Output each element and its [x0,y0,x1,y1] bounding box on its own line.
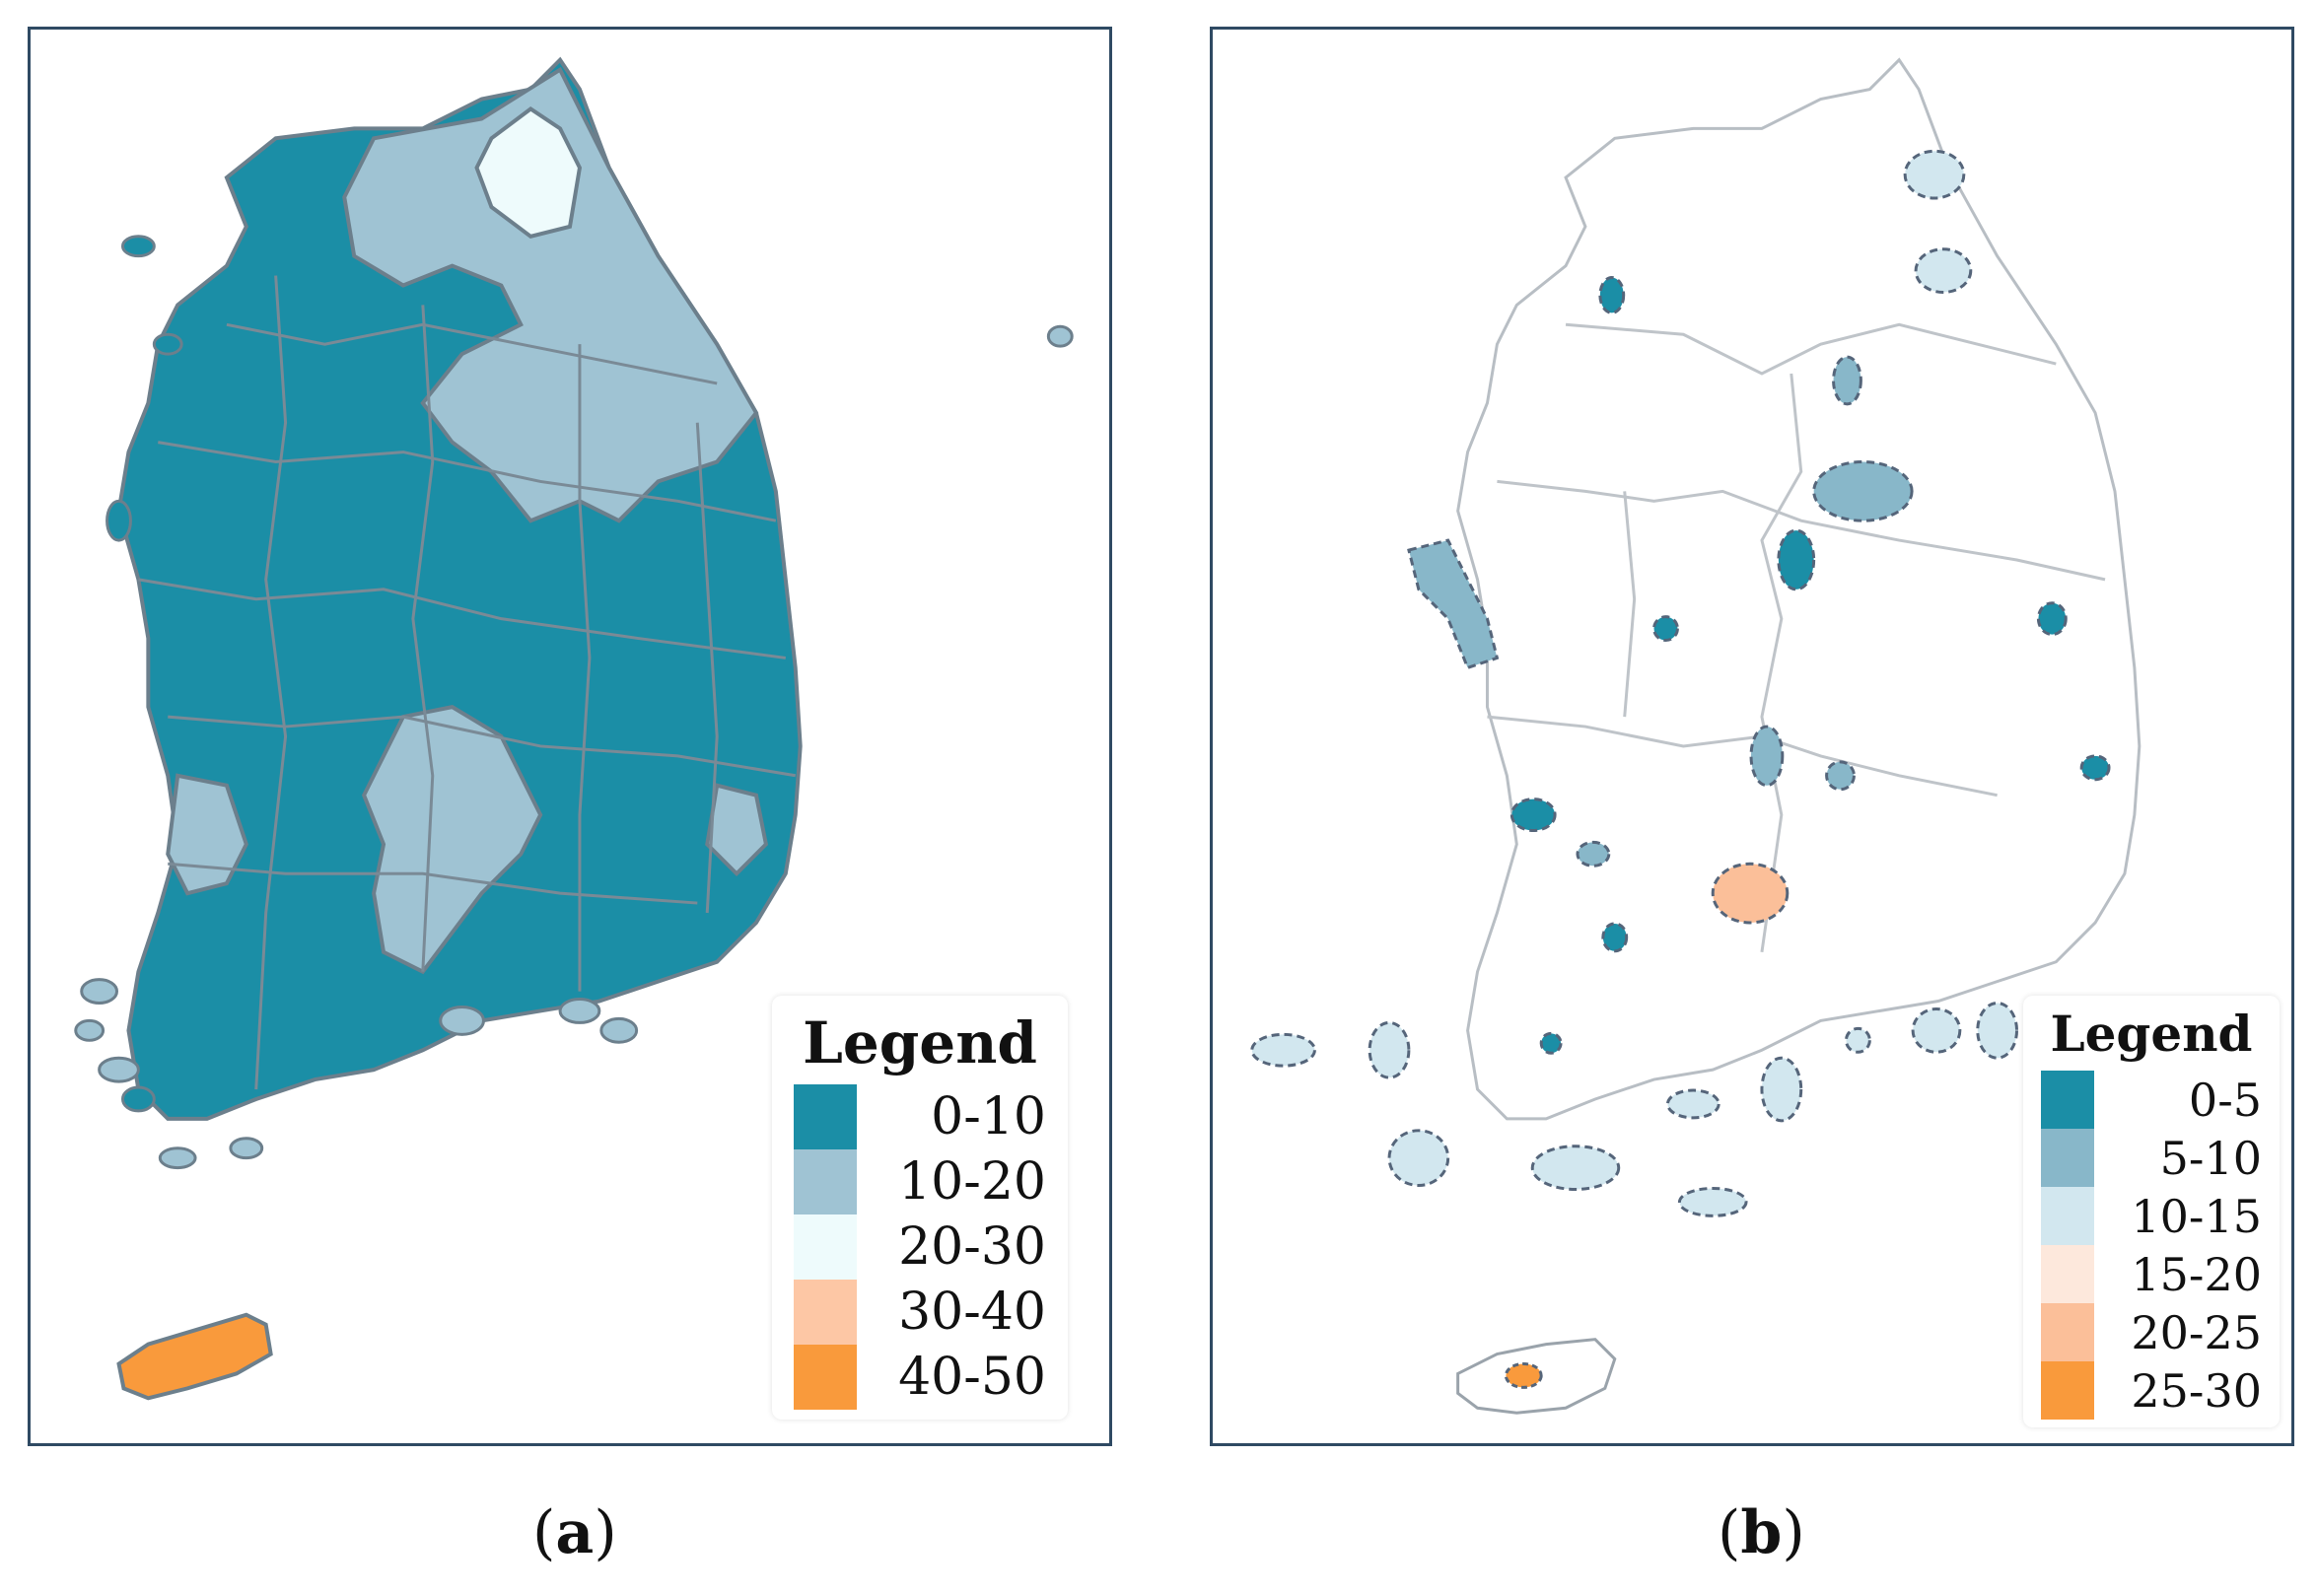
legend-item: 0-10 [794,1084,1046,1149]
legend-swatch [2041,1187,2094,1245]
legend-item: 0-5 [2041,1071,2262,1129]
legend-label: 20-25 [2131,1305,2262,1359]
province-boundaries-b [1487,322,2106,953]
panel-caption-a: (a) [532,1498,617,1567]
legend-label: 25-30 [2131,1363,2262,1418]
legend-swatch [2041,1303,2094,1361]
panel-caption-b: (b) [1718,1498,1805,1567]
legend-swatch [794,1214,857,1280]
region-west-light [166,773,248,896]
legend-swatch [794,1280,857,1345]
map-panel-a: Legend 0-10 10-20 20-30 30-40 40-50 [28,27,1112,1446]
region-white [474,106,583,239]
legend-item: 40-50 [794,1345,1046,1410]
legend-label: 0-10 [931,1087,1046,1146]
caption-letter: a [555,1498,595,1567]
legend-swatch [794,1149,857,1214]
legend-swatch [2041,1129,2094,1187]
legend-item: 25-30 [2041,1361,2262,1420]
legend-title: Legend [803,1009,1037,1076]
jeju-highlight-b [1504,1362,1543,1389]
legend-title: Legend [2050,1005,2253,1063]
legend-item: 30-40 [794,1280,1046,1345]
legend-swatch [2041,1245,2094,1303]
legend-label: 5-10 [2159,1131,2262,1185]
legend-item: 15-20 [2041,1245,2262,1303]
regions-b [1250,149,2111,1217]
caption-open: ( [532,1498,556,1567]
map-panel-b: Legend 0-5 5-10 10-15 15-20 20-25 25-30 [1210,27,2294,1446]
mainland-outline-b [1456,57,2141,1121]
legend-label: 10-15 [2131,1189,2262,1243]
legend-a: Legend 0-10 10-20 20-30 30-40 40-50 [772,996,1068,1420]
jeju-island-a [116,1312,273,1401]
legend-item: 20-25 [2041,1303,2262,1361]
caption-close: ) [594,1498,617,1567]
legend-label: 10-20 [898,1152,1046,1212]
legend-label: 0-5 [2188,1073,2262,1127]
region-east-light [705,783,769,877]
legend-item: 10-20 [794,1149,1046,1214]
choropleth-map-b [1250,57,2141,1415]
legend-label: 20-30 [898,1217,1046,1277]
caption-letter: b [1740,1498,1783,1567]
legend-label: 30-40 [898,1283,1046,1342]
legend-swatch [794,1345,857,1410]
legend-label: 40-50 [898,1348,1046,1407]
islands-a-dark [105,235,183,1113]
legend-label: 15-20 [2131,1247,2262,1301]
legend-item: 20-30 [794,1214,1046,1280]
legend-swatch [2041,1361,2094,1420]
islands-a [74,324,1074,1170]
caption-open: ( [1718,1498,1741,1567]
legend-item: 10-15 [2041,1187,2262,1245]
region-south-light [361,705,543,975]
caption-close: ) [1782,1498,1805,1567]
choropleth-map-a [74,56,1074,1401]
region-gangwon-light [342,66,759,523]
legend-swatch [2041,1071,2094,1129]
legend-swatch [794,1084,857,1149]
legend-b: Legend 0-5 5-10 10-15 15-20 20-25 25-30 [2023,996,2280,1427]
legend-item: 5-10 [2041,1129,2262,1187]
district-boundaries-a [138,275,796,1090]
